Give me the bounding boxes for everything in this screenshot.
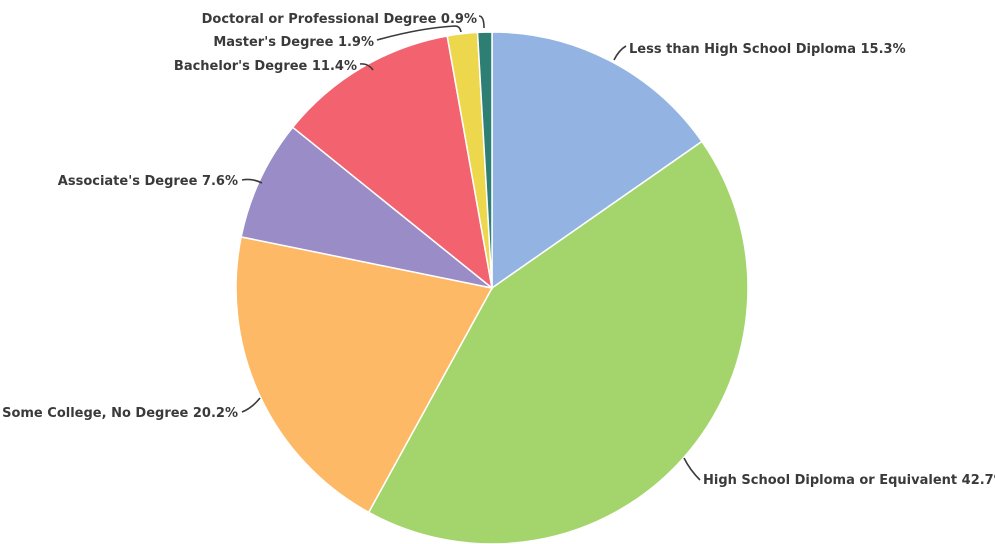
label-associates-degree: Associate's Degree 7.6% xyxy=(58,174,238,189)
leader-less-than-high-school xyxy=(613,45,627,61)
label-less-than-high-school: Less than High School Diploma 15.3% xyxy=(629,42,906,57)
slice-associates-degree xyxy=(240,126,493,289)
label-bachelors-degree: Bachelor's Degree 11.4% xyxy=(174,59,357,74)
leader-bachelors-degree xyxy=(359,63,374,71)
label-masters-degree: Master's Degree 1.9% xyxy=(213,35,374,50)
leader-some-college xyxy=(241,397,261,413)
label-some-college: Some College, No Degree 20.2% xyxy=(2,406,238,421)
slice-high-school-diploma xyxy=(367,140,749,544)
leader-high-school-diploma xyxy=(683,457,701,481)
slice-doctoral-degree xyxy=(476,31,493,289)
slice-less-than-high-school xyxy=(491,31,703,290)
leader-doctoral-degree xyxy=(478,15,485,29)
slice-bachelors-degree xyxy=(291,35,494,290)
leader-masters-degree xyxy=(376,25,462,41)
label-doctoral-degree: Doctoral or Professional Degree 0.9% xyxy=(202,12,477,27)
pie-slices xyxy=(235,31,749,544)
leader-lines xyxy=(241,15,701,481)
slice-some-college xyxy=(235,235,494,514)
label-high-school-diploma: High School Diploma or Equivalent 42.7% xyxy=(703,473,995,488)
slice-labels: Less than High School Diploma 15.3% High… xyxy=(2,12,995,488)
leader-associates-degree xyxy=(241,178,263,184)
